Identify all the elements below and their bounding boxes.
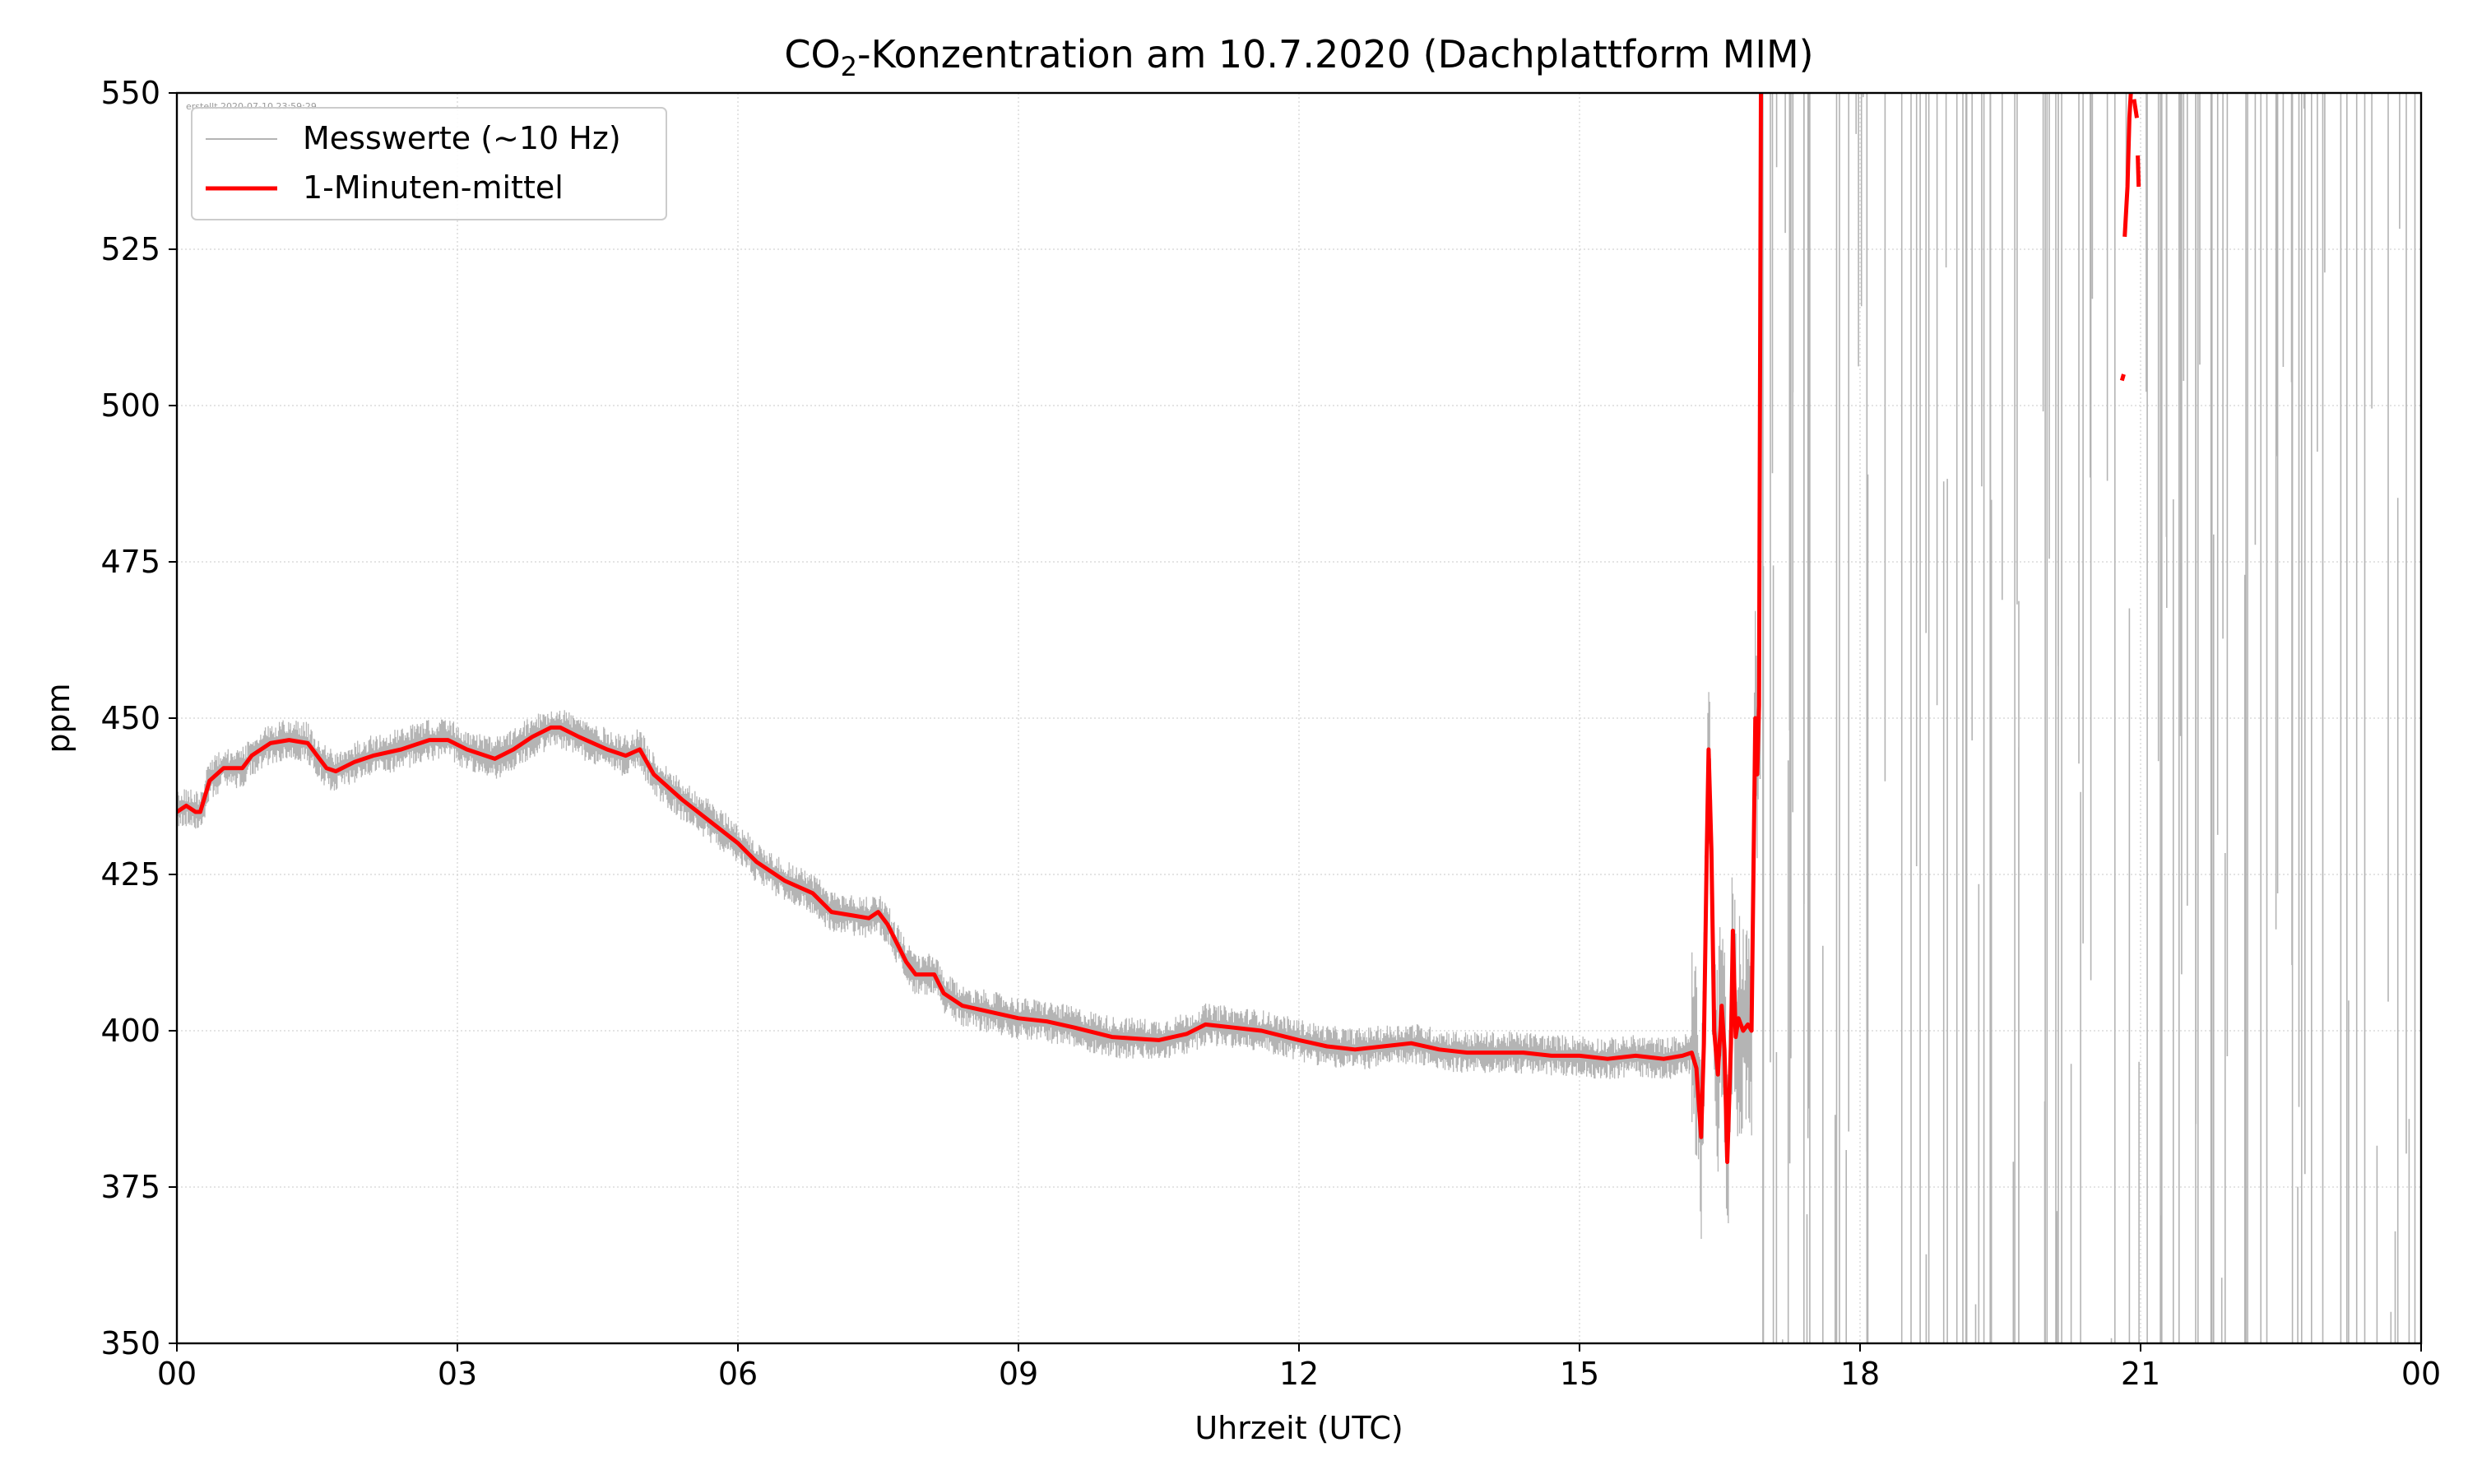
x-tick-label: 00 xyxy=(157,1356,197,1392)
legend-box xyxy=(191,107,667,220)
y-tick-label: 475 xyxy=(100,544,160,580)
x-tick-label: 06 xyxy=(718,1356,758,1392)
axis-ticks: 00 03 06 09 12 15 18 21 003503754004254504755005… xyxy=(100,75,2441,1392)
legend-mean-label: 1-Minuten-mittel xyxy=(303,169,564,206)
y-tick-label: 450 xyxy=(100,700,160,736)
x-tick-label: 09 xyxy=(999,1356,1038,1392)
chart-title: CO2-Konzentration am 10.7.2020 (Dachplat… xyxy=(784,32,1813,82)
mean-series-line-segment xyxy=(2132,99,2139,118)
x-tick-label: 03 xyxy=(438,1356,477,1392)
x-tick-label: 00 xyxy=(2401,1356,2441,1392)
y-tick-label: 400 xyxy=(100,1013,160,1049)
chart-title-subscript: 2 xyxy=(841,51,857,82)
mean-series-line-segment xyxy=(2119,373,2126,382)
y-tick-label: 350 xyxy=(100,1325,160,1361)
mean-series-line-segment xyxy=(2122,93,2133,237)
x-tick-label: 18 xyxy=(1840,1356,1880,1392)
raw-measurement-spikes xyxy=(1759,93,2416,1343)
legend-raw-label: Messwerte (~10 Hz) xyxy=(303,120,621,156)
y-axis-label: ppm xyxy=(40,683,77,753)
chart-title-suffix: -Konzentration am 10.7.2020 (Dachplattfo… xyxy=(857,32,1814,77)
y-tick-label: 500 xyxy=(100,387,160,424)
legend: Messwerte (~10 Hz) 1-Minuten-mittel xyxy=(191,107,667,220)
one-minute-mean xyxy=(177,93,2141,1165)
x-tick-label: 12 xyxy=(1279,1356,1319,1392)
y-tick-label: 375 xyxy=(100,1169,160,1205)
y-tick-label: 550 xyxy=(100,75,160,111)
y-tick-label: 525 xyxy=(100,231,160,267)
mean-series-line-segment xyxy=(177,93,1763,1165)
mean-series-line-segment xyxy=(2136,155,2141,188)
x-tick-label: 15 xyxy=(1560,1356,1599,1392)
x-tick-label: 21 xyxy=(2121,1356,2160,1392)
y-tick-label: 425 xyxy=(100,856,160,893)
chart-title-prefix: CO xyxy=(784,32,840,77)
x-axis-label: Uhrzeit (UTC) xyxy=(1195,1410,1403,1446)
